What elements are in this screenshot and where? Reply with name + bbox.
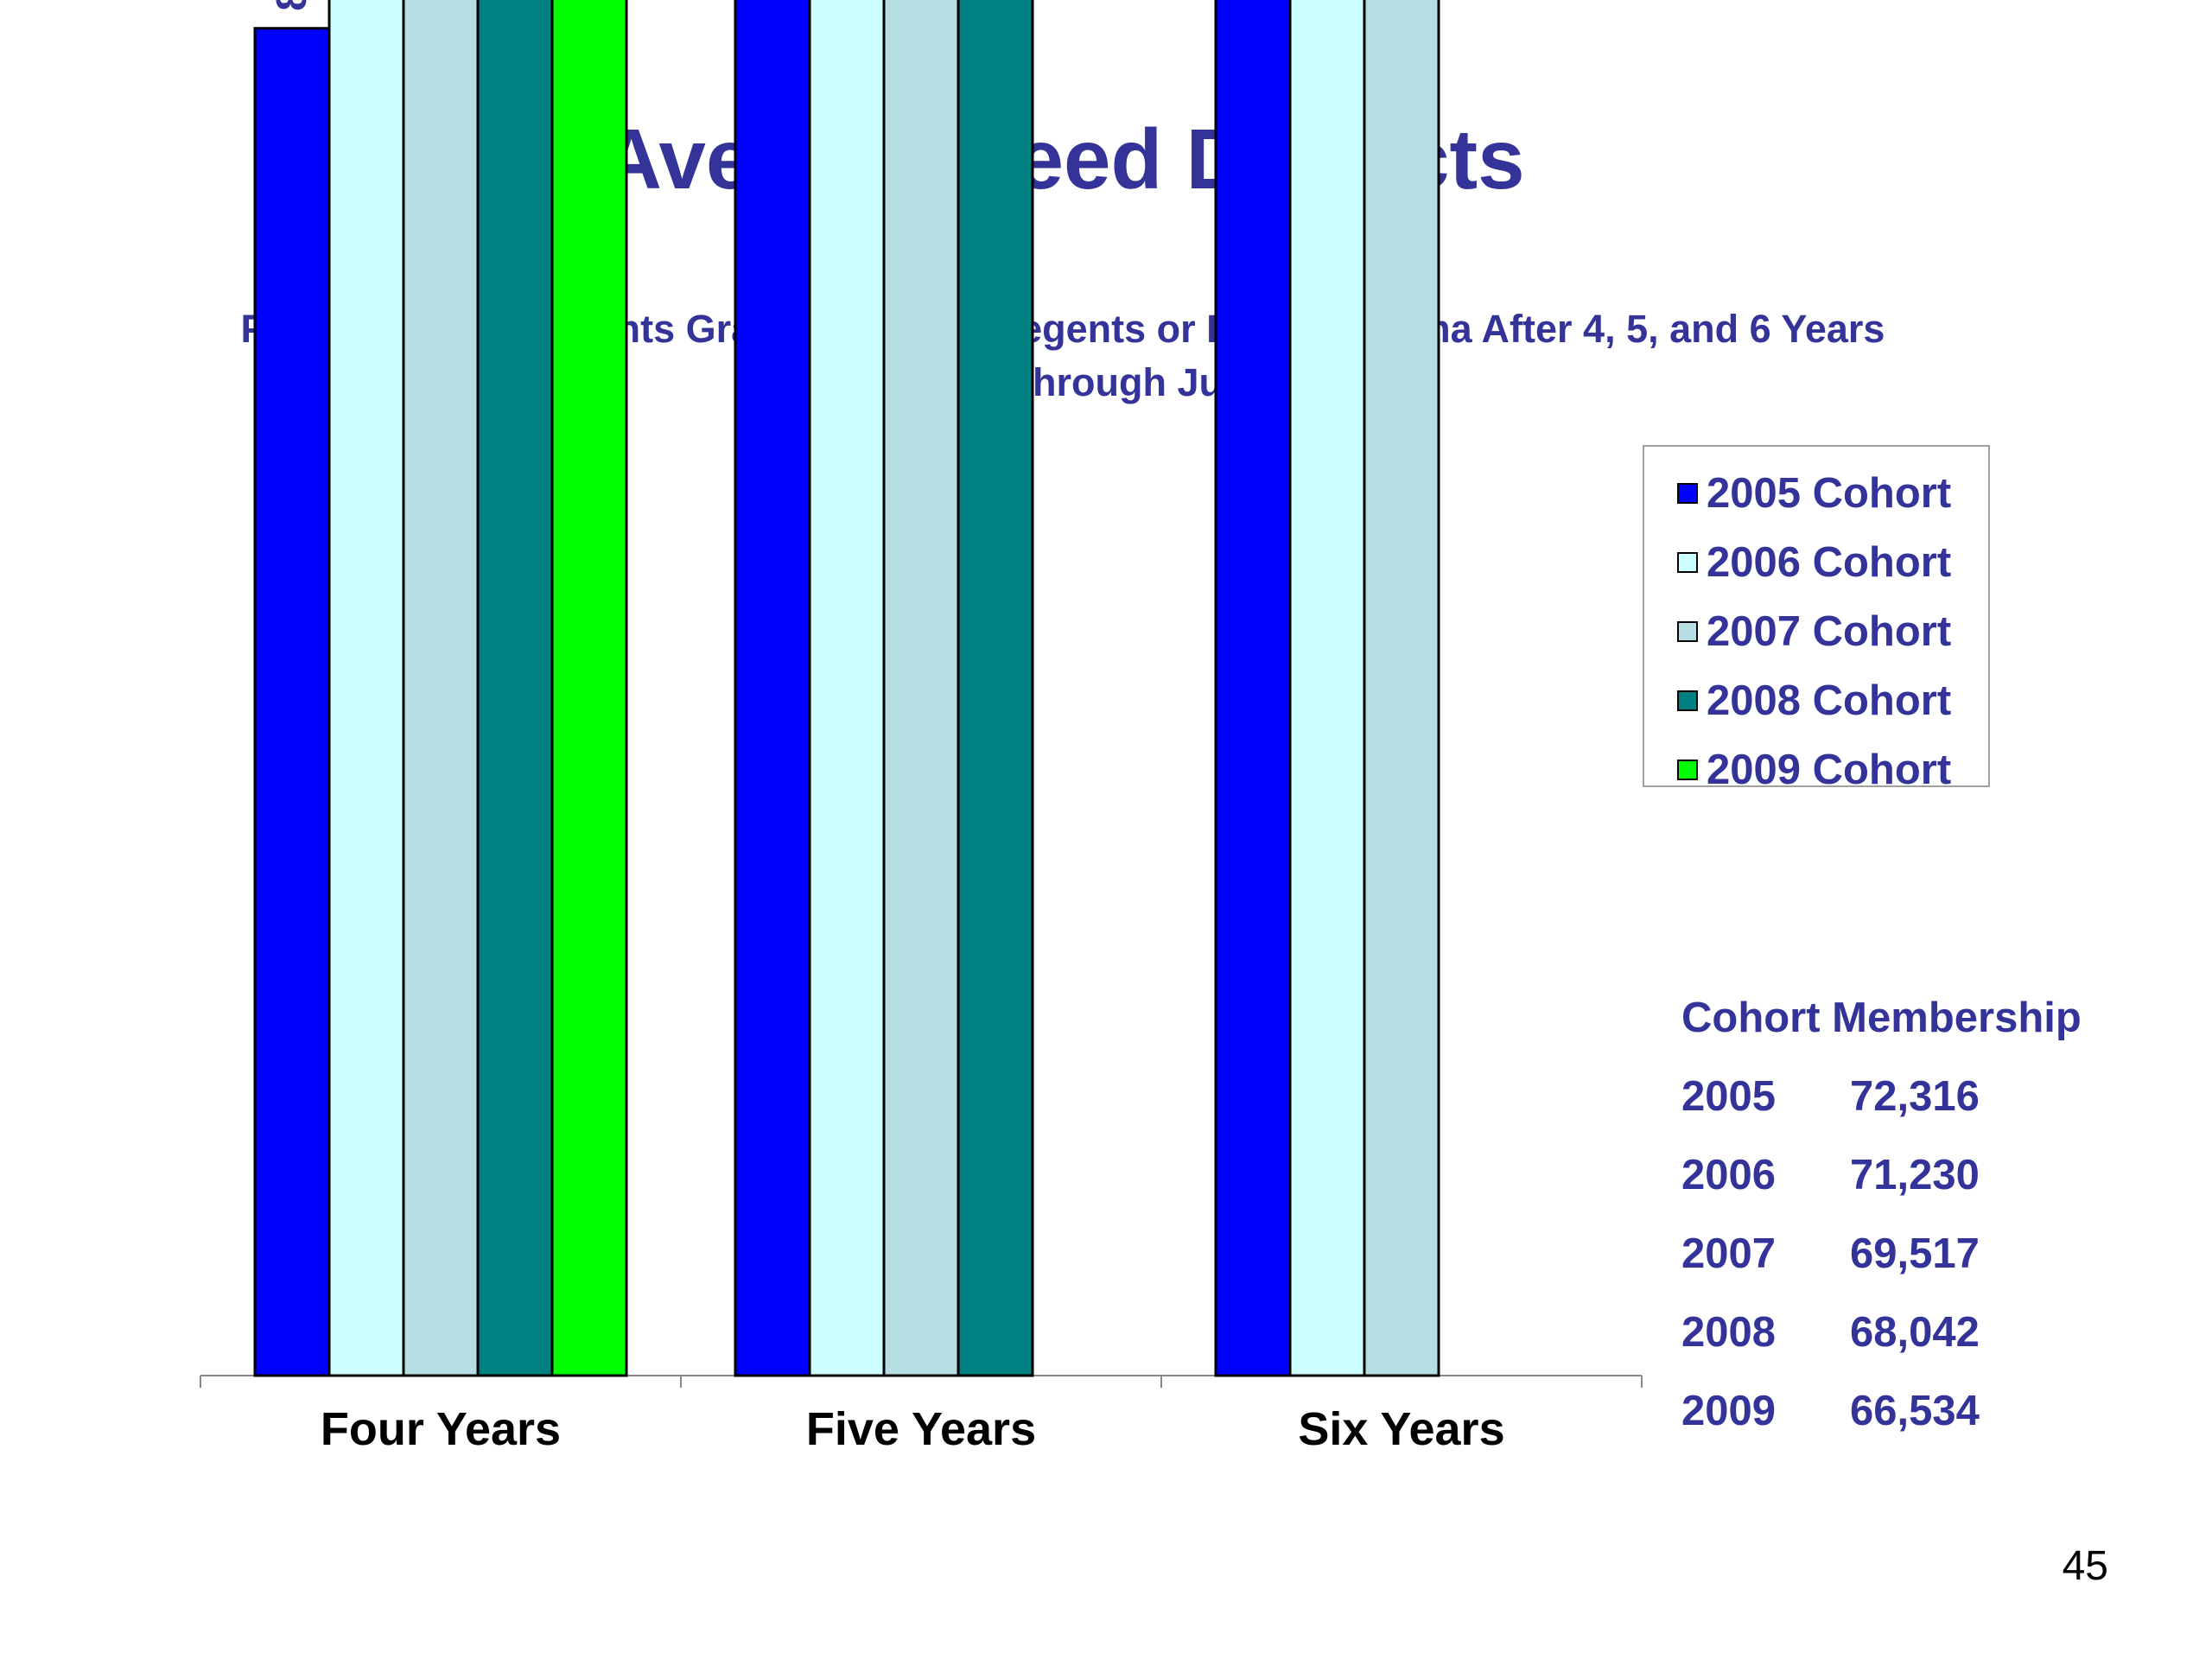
membership-year: 2008 <box>1681 1309 1777 1356</box>
bar <box>402 0 480 1377</box>
bar <box>1288 0 1366 1377</box>
bar <box>808 0 886 1377</box>
legend-label-2008: 2008 Cohort <box>1707 677 1952 724</box>
legend-item-2007: 2007 Cohort <box>1677 606 1951 658</box>
membership-count: 69,517 <box>1850 1230 1980 1277</box>
legend-label-2005: 2005 Cohort <box>1707 470 1952 517</box>
bar <box>253 27 331 1377</box>
bar <box>882 0 960 1377</box>
legend-swatch-2007 <box>1677 621 1698 642</box>
data-label: 81.0% <box>269 0 315 11</box>
legend-label-2009: 2009 Cohort <box>1707 747 1952 793</box>
bar <box>476 0 554 1377</box>
legend-item-2008: 2008 Cohort <box>1677 675 1951 727</box>
membership-year: 2007 <box>1681 1230 1777 1277</box>
bar <box>327 0 405 1377</box>
membership-count: 66,534 <box>1850 1388 1980 1434</box>
legend-swatch-2005 <box>1677 483 1698 504</box>
membership-year: 2006 <box>1681 1152 1777 1198</box>
legend-item-2005: 2005 Cohort <box>1677 467 1951 519</box>
membership-count: 71,230 <box>1850 1152 1980 1198</box>
page-number: 45 <box>2062 1543 2108 1589</box>
legend-item-2006: 2006 Cohort <box>1677 537 1951 588</box>
bar <box>957 0 1034 1377</box>
bar <box>1214 0 1292 1377</box>
membership-year: 2009 <box>1681 1388 1777 1434</box>
bar <box>734 0 811 1377</box>
cohort-membership-title: Cohort Membership <box>1681 995 2082 1041</box>
membership-count: 68,042 <box>1850 1309 1980 1356</box>
chart-legend: 2005 Cohort 2006 Cohort 2007 Cohort 2008… <box>1643 445 1990 793</box>
bar <box>550 0 628 1377</box>
legend-swatch-2008 <box>1677 690 1698 711</box>
legend-label-2007: 2007 Cohort <box>1707 608 1952 655</box>
x-tick-label: Four Years <box>321 1403 561 1455</box>
legend-label-2006: 2006 Cohort <box>1707 539 1952 586</box>
membership-count: 72,316 <box>1850 1073 1980 1120</box>
membership-year: 2005 <box>1681 1073 1777 1120</box>
x-tick-label: Five Years <box>806 1403 1036 1455</box>
legend-item-2009: 2009 Cohort <box>1677 744 1951 796</box>
x-tick-label: Six Years <box>1298 1403 1504 1455</box>
legend-swatch-2009 <box>1677 760 1698 780</box>
cohort-membership-table: Cohort Membership 2005 72,316 2006 71,23… <box>1681 994 2082 1434</box>
legend-swatch-2006 <box>1677 552 1698 573</box>
bar <box>1363 0 1440 1377</box>
